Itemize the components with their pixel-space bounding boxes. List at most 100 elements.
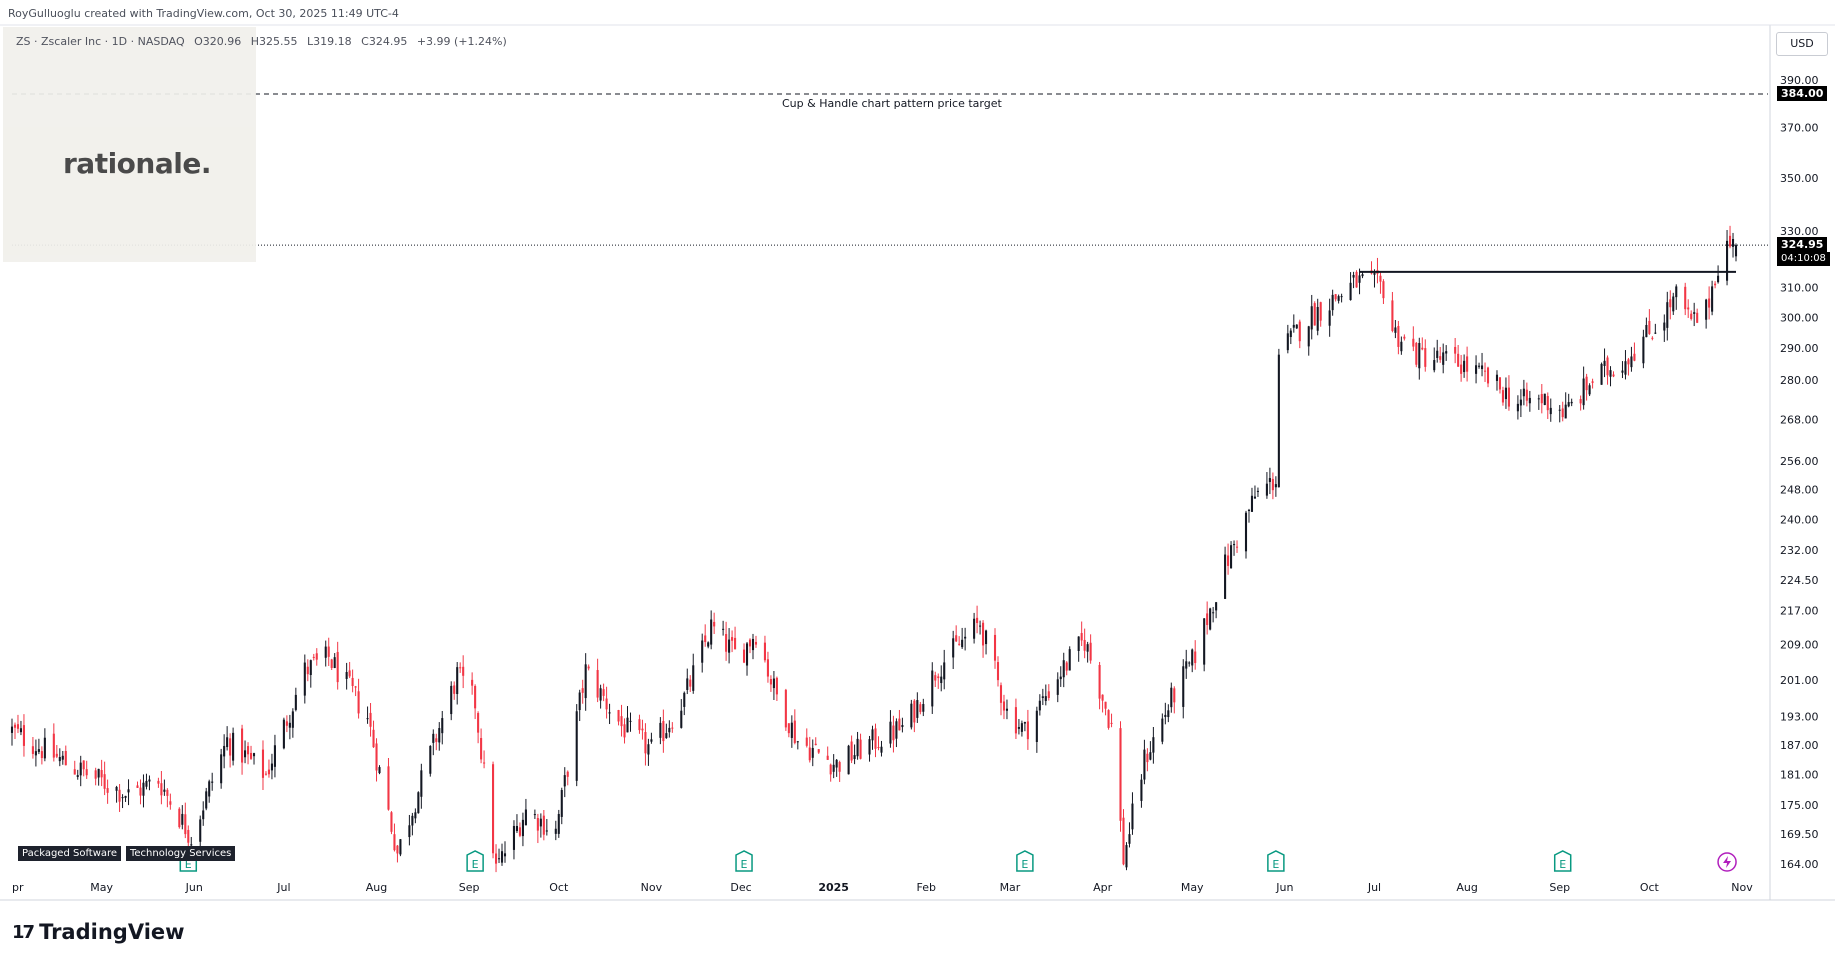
candle-body — [1131, 803, 1134, 830]
candle-body — [1152, 737, 1155, 753]
candle-body — [61, 755, 64, 760]
candle-body — [518, 827, 521, 836]
price-tick-label: 175.00 — [1780, 799, 1819, 812]
candle-body — [1313, 303, 1316, 326]
price-tick-label: 209.00 — [1780, 639, 1819, 652]
tradingview-logo[interactable]: 17 TradingView — [12, 920, 185, 944]
candle-body — [1331, 294, 1334, 311]
candle-body — [1140, 779, 1143, 801]
candle-body — [1621, 370, 1624, 373]
time-tick-label: May — [90, 881, 113, 894]
candle-body — [1391, 300, 1394, 331]
candle-body — [713, 621, 716, 627]
candle-body — [1558, 409, 1561, 411]
candle-body — [638, 719, 641, 731]
candle-body — [647, 744, 650, 755]
candle-body — [82, 760, 85, 770]
sector-tag-packaged-software[interactable]: Packaged Software — [18, 846, 122, 861]
candle-body — [1289, 330, 1292, 338]
candle-body — [1549, 407, 1552, 415]
candle-body — [1436, 350, 1439, 358]
candle-body — [1624, 361, 1627, 375]
candle-body — [581, 688, 584, 693]
candle-body — [1714, 283, 1717, 286]
candle-body — [333, 657, 336, 669]
symbol-label: ZS · Zscaler Inc · 1D · NASDAQ — [16, 35, 185, 48]
candle-body — [916, 700, 919, 718]
candle-body — [1651, 337, 1654, 339]
candle-body — [1693, 312, 1696, 314]
candle-body — [494, 853, 498, 864]
time-tick-label: Aug — [1456, 881, 1477, 894]
candle-body — [1355, 271, 1358, 288]
candle-body — [223, 745, 226, 757]
candle-body — [483, 762, 486, 764]
candle-body — [599, 688, 602, 701]
candle-body — [199, 819, 202, 842]
candle-body — [1403, 336, 1406, 339]
candle-body — [414, 812, 417, 819]
tradingview-mark-icon: 17 — [12, 921, 35, 943]
candle-body — [477, 713, 480, 733]
candle-body — [1119, 728, 1122, 821]
candle-body — [1711, 286, 1714, 312]
candle-body — [644, 732, 647, 754]
candle-body — [787, 723, 790, 734]
candle-body — [943, 662, 946, 680]
candle-body — [1708, 298, 1711, 308]
earnings-marker-label: E — [1021, 858, 1028, 871]
sector-tag-technology-services[interactable]: Technology Services — [126, 846, 236, 861]
candle-body — [993, 634, 997, 661]
candle-body — [1041, 696, 1044, 698]
candle-body — [291, 711, 294, 728]
candle-body — [58, 757, 61, 762]
candle-body — [1582, 378, 1585, 406]
currency-button[interactable]: USD — [1776, 32, 1828, 56]
candle-body — [748, 639, 752, 647]
candle-body — [1609, 370, 1612, 377]
candle-body — [1104, 701, 1107, 709]
candle-body — [435, 738, 438, 742]
candle-body — [1268, 478, 1271, 483]
candle-body — [608, 712, 611, 714]
candle-body — [387, 766, 390, 810]
chart-credit: RoyGulluoglu created with TradingView.co… — [8, 7, 399, 20]
candle-body — [1038, 700, 1041, 711]
candle-body — [1633, 353, 1636, 361]
candle-body — [1235, 546, 1239, 548]
candle-body — [999, 685, 1003, 703]
candle-body — [1361, 274, 1364, 277]
ohlc-legend: ZS · Zscaler Inc · 1D · NASDAQ O320.96 H… — [16, 35, 513, 48]
candle-body — [438, 728, 441, 743]
change-value: +3.99 (+1.24%) — [416, 35, 507, 48]
candle-body — [336, 651, 339, 683]
candle-body — [692, 665, 695, 691]
candle-body — [605, 698, 608, 710]
candle-body — [1128, 834, 1131, 844]
candle-body — [220, 754, 223, 784]
candle-body — [64, 750, 67, 766]
candle-body — [211, 781, 214, 783]
candle-body — [148, 779, 151, 782]
candle-body — [856, 738, 859, 757]
earnings-marker-icon — [466, 850, 484, 872]
candle-body — [766, 659, 769, 677]
candle-body — [710, 619, 713, 645]
time-tick-label: 2025 — [818, 881, 849, 894]
time-tick-label: Nov — [1731, 881, 1753, 894]
candle-body — [136, 785, 139, 788]
price-tick-label: 224.50 — [1780, 574, 1819, 587]
candle-body — [742, 649, 746, 663]
candle-body — [324, 646, 327, 658]
watermark-logo: rationale. — [63, 147, 211, 180]
candle-body — [763, 642, 766, 661]
candle-body — [617, 710, 620, 722]
candle-body — [1146, 753, 1149, 763]
candle-body — [1684, 286, 1687, 310]
candle-body — [327, 646, 330, 657]
candle-body — [441, 718, 444, 734]
candle-body — [751, 638, 755, 651]
candle-body — [190, 844, 193, 846]
candle-body — [1645, 324, 1648, 338]
